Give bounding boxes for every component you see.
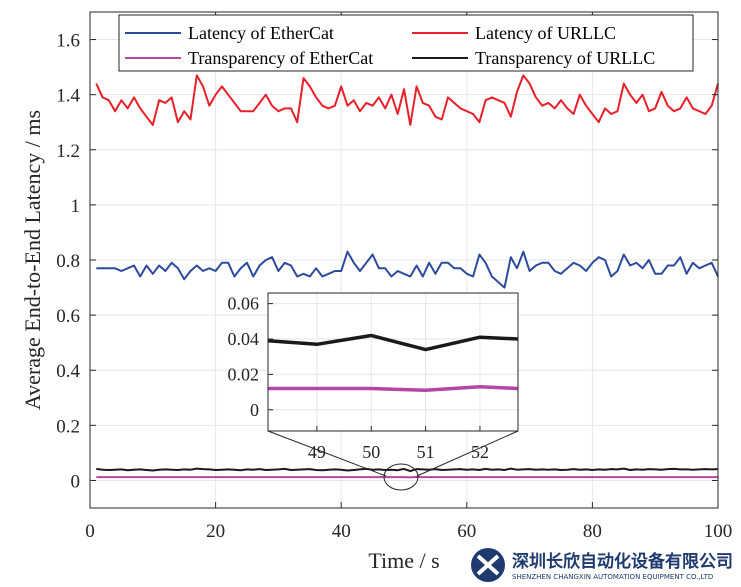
inset-series-line-3	[268, 385, 519, 393]
inset-y-tick-label: 0.06	[228, 294, 260, 314]
legend-box	[118, 14, 694, 72]
x-tick-label: 60	[457, 521, 476, 542]
y-tick-label: 0.2	[56, 416, 80, 437]
y-tick-label: 0	[71, 471, 81, 492]
inset-y-tick-label: 0.04	[228, 329, 260, 349]
inset-x-tick-label: 50	[362, 442, 380, 462]
inset-series-line-4	[267, 333, 519, 352]
y-tick-label: 0.8	[56, 251, 80, 272]
y-tick-label: 1.6	[56, 31, 80, 52]
y-tick-label: 1	[71, 196, 81, 217]
series-line-2	[95, 74, 719, 126]
zoom-connector-right	[416, 430, 519, 477]
inset-x-tick-label: 52	[471, 442, 489, 462]
inset-x-tick-label: 51	[417, 442, 435, 462]
x-tick-label: 0	[85, 521, 95, 542]
inset-x-tick-label: 49	[308, 442, 326, 462]
legend-label-3: Transparency of EtherCat	[188, 48, 373, 68]
x-tick-label: 20	[206, 521, 225, 542]
x-tick-label: 80	[583, 521, 602, 542]
x-axis-title: Time / s	[368, 548, 439, 573]
inset-background	[268, 293, 518, 431]
legend-label-2: Latency of URLLC	[475, 23, 616, 43]
inset-frame	[267, 292, 519, 432]
y-axis-title: Average End-to-End Latency / ms	[20, 110, 45, 410]
y-tick-label: 1.2	[56, 141, 80, 162]
zoom-circle	[383, 463, 419, 491]
x-tick-label: 100	[704, 521, 733, 542]
watermark-company-en: SHENZHEN CHANGXIN AUTOMATION EQUIPMENT C…	[512, 573, 713, 581]
zoom-connector-left	[267, 430, 387, 477]
y-tick-label: 0.4	[56, 361, 80, 382]
x-tick-label: 40	[332, 521, 351, 542]
logo-mark-icon	[476, 554, 500, 576]
inset-y-tick-label: 0.02	[228, 364, 260, 384]
y-tick-label: 1.4	[56, 86, 80, 107]
legend-label-1: Latency of EtherCat	[188, 23, 334, 43]
y-tick-label: 0.6	[56, 306, 80, 327]
watermark-company-cn: 深圳长欣自动化设备有限公司	[512, 551, 733, 572]
legend-label-4: Transparency of URLLC	[475, 48, 655, 68]
series-line-1	[96, 250, 719, 289]
series-line-4	[96, 467, 719, 473]
series-line-3	[96, 475, 718, 479]
inset-y-tick-label: 0	[250, 400, 259, 420]
